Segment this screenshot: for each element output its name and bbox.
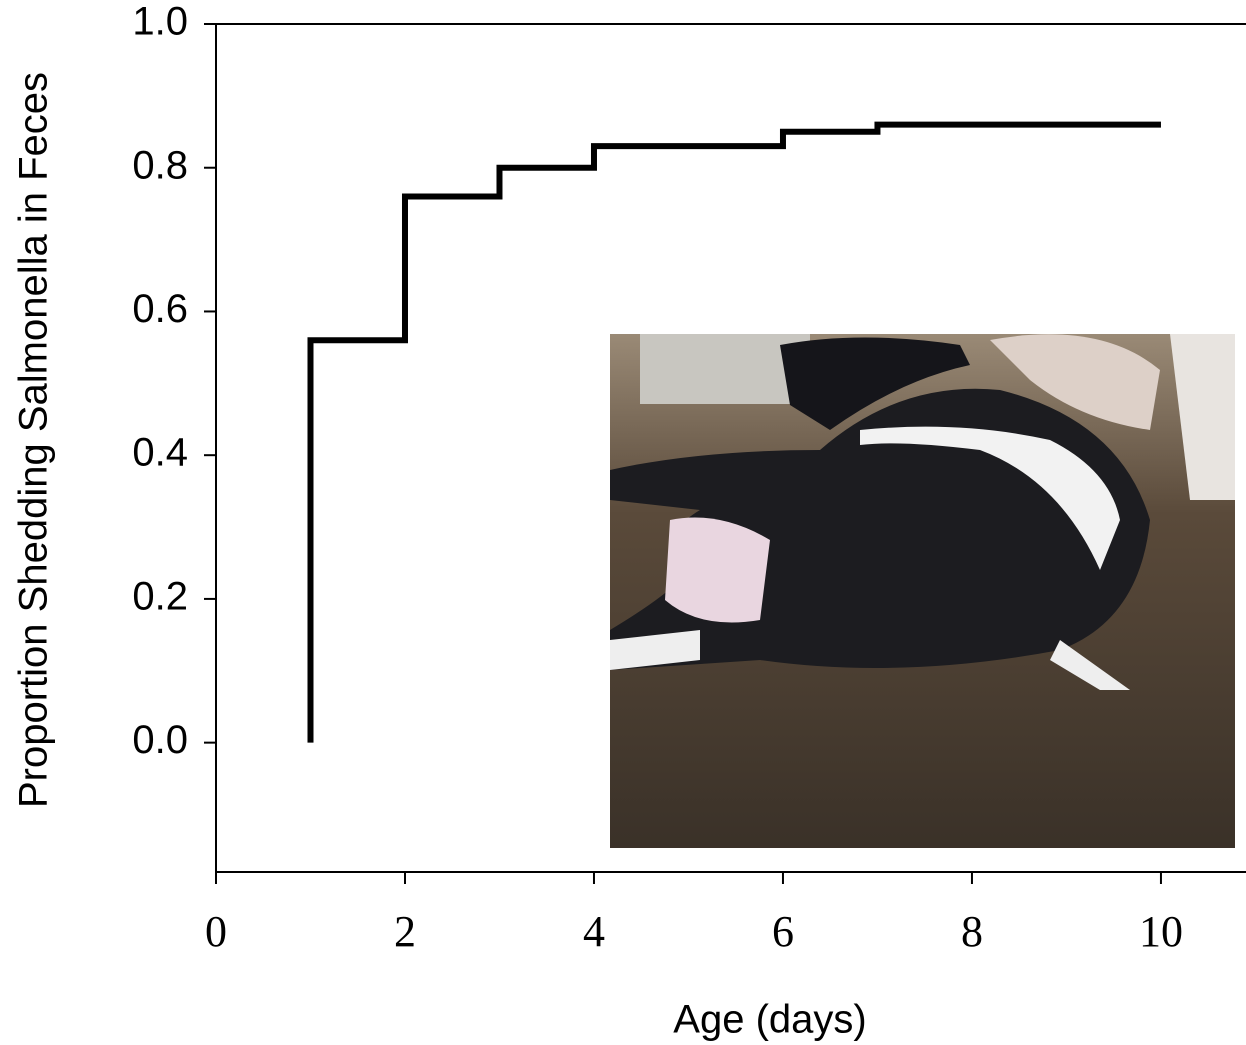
- y-tick-label: 0.0: [132, 718, 188, 762]
- y-tick-label: 1.0: [132, 0, 188, 44]
- photo: [610, 334, 1235, 848]
- y-tick-label: 0.2: [132, 574, 188, 618]
- x-tick-label: 8: [961, 907, 983, 956]
- y-tick-label: 0.6: [132, 287, 188, 331]
- x-tick-label: 2: [394, 907, 416, 956]
- x-tick-label: 6: [772, 907, 794, 956]
- x-tick-label: 0: [205, 907, 227, 956]
- x-tick-label: 10: [1139, 907, 1183, 956]
- step-line: [307, 121, 1161, 743]
- y-tick-label: 0.4: [132, 431, 188, 475]
- y-tick-label: 0.8: [132, 143, 188, 187]
- x-tick-label: 4: [583, 907, 605, 956]
- x-axis-label: Age (days): [673, 998, 866, 1042]
- y-axis-label: Proportion Shedding Salmonella in Feces: [12, 72, 56, 808]
